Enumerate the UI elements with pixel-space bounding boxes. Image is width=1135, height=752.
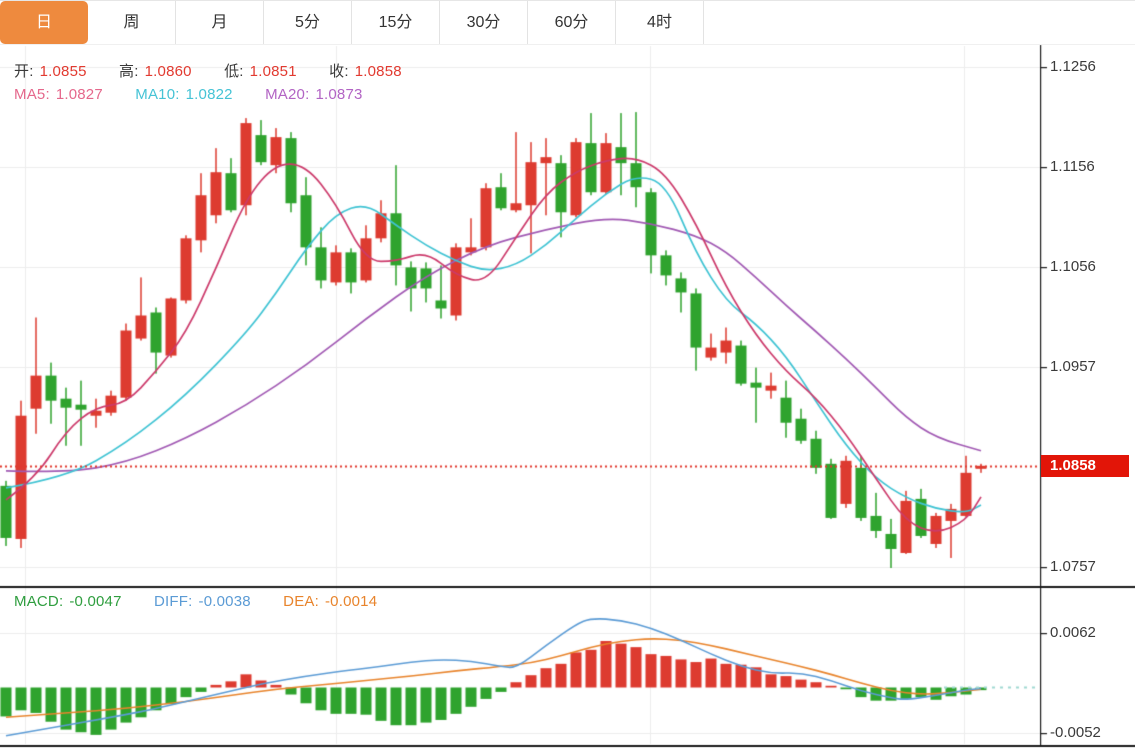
tab-4hour[interactable]: 4时: [616, 1, 704, 44]
high-value: 1.0860: [144, 63, 192, 80]
close-label: 收:: [329, 63, 349, 80]
macd-label: MACD:: [14, 593, 64, 610]
ma10-label: MA10:: [135, 86, 180, 103]
current-price-badge: 1.0858: [1041, 454, 1129, 477]
dea-label: DEA:: [283, 593, 319, 610]
low-label: 低:: [224, 63, 244, 80]
price-tick-3: 1.1056: [1050, 258, 1096, 276]
diff-label: DIFF:: [154, 593, 193, 610]
price-tick-1: 1.1256: [1050, 58, 1096, 75]
tab-60min[interactable]: 60分: [528, 1, 616, 44]
ma20-label: MA20:: [265, 86, 310, 103]
close-value: 1.0858: [354, 63, 402, 80]
ma20-value: 1.0873: [315, 86, 363, 103]
tab-weekly[interactable]: 周: [88, 1, 176, 44]
macd-legend: MACD: -0.0047 DIFF: -0.0038 DEA: -0.0014: [14, 593, 383, 610]
open-label: 开:: [14, 63, 34, 80]
low-value: 1.0851: [249, 63, 297, 80]
open-value: 1.0855: [39, 63, 87, 80]
tab-15min[interactable]: 15分: [352, 1, 440, 44]
ma5-value: 1.0827: [55, 86, 103, 103]
macd-tick-1: 0.0062: [1050, 624, 1096, 642]
price-tick-2: 1.1156: [1050, 158, 1095, 176]
macd-value: -0.0047: [69, 593, 122, 610]
tab-5min[interactable]: 5分: [264, 1, 352, 44]
high-label: 高:: [119, 63, 139, 80]
ma10-value: 1.0822: [185, 86, 233, 103]
price-tick-5: 1.0757: [1050, 558, 1096, 575]
dea-value: -0.0014: [324, 593, 378, 610]
macd-tick-2: -0.0052: [1050, 724, 1101, 742]
diff-value: -0.0038: [198, 593, 251, 610]
price-tick-4: 1.0957: [1050, 357, 1096, 375]
ma5-label: MA5:: [14, 86, 50, 103]
tab-30min[interactable]: 30分: [440, 1, 528, 44]
tab-daily[interactable]: 日: [0, 1, 88, 44]
ma-legend: MA5: 1.0827 MA10: 1.0822 MA20: 1.0873: [14, 86, 369, 103]
tab-monthly[interactable]: 月: [176, 1, 264, 44]
period-tabbar: 日 周 月 5分 15分 30分 60分 4时: [0, 0, 1135, 45]
ohlc-legend: 开: 1.0855 高: 1.0860 低: 1.0851 收: 1.0858: [14, 60, 408, 81]
